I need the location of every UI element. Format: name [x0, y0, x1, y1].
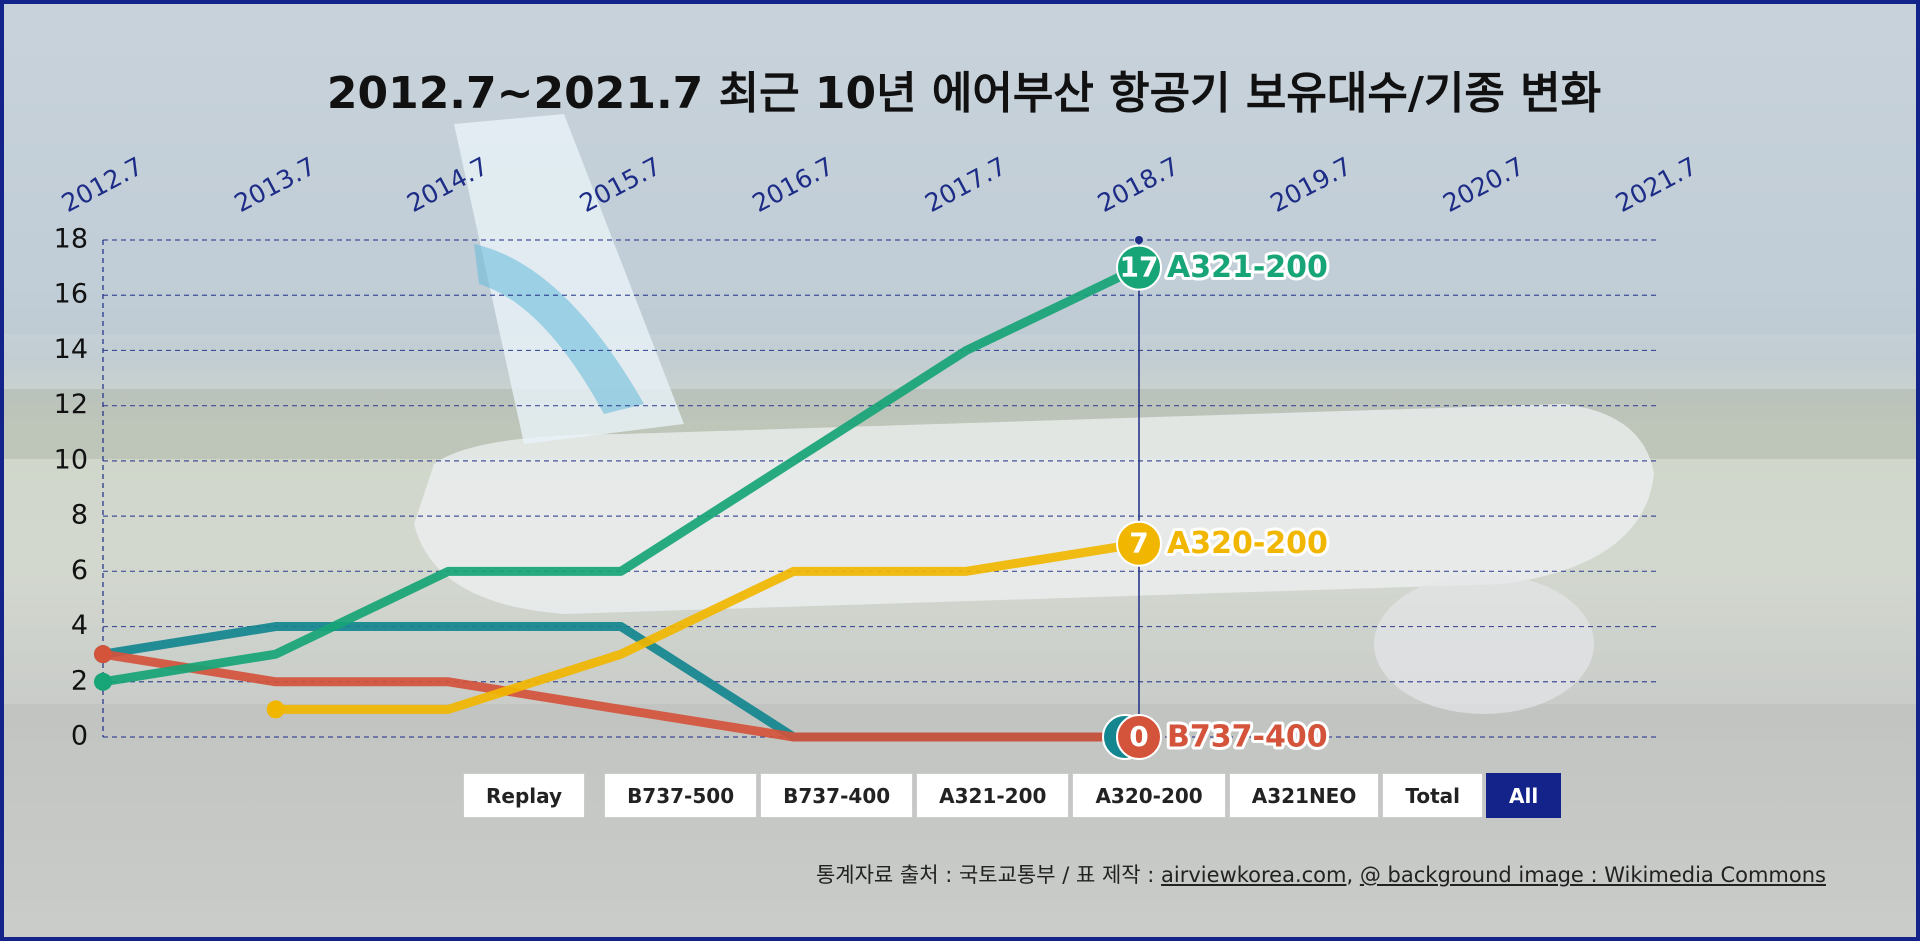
filter-button[interactable]: A321-200	[916, 773, 1070, 818]
y-tick-label: 2	[71, 665, 88, 696]
button-bar: Replay B737-500 B737-400 A321-200 A320-200 A3…	[463, 773, 1562, 818]
current-marker-dot	[1135, 236, 1143, 244]
x-tick-label: 2015.7	[575, 151, 666, 218]
x-tick-label: 2017.7	[920, 151, 1011, 218]
plane-body	[414, 404, 1654, 614]
y-tick-label: 0	[71, 721, 88, 752]
credit-link[interactable]: @ background image : Wikimedia Commons	[1359, 863, 1826, 887]
filter-button[interactable]: All	[1486, 773, 1562, 818]
end-name: B737-400	[1167, 720, 1328, 755]
engine	[1374, 574, 1594, 714]
end-name: A321-200	[1167, 250, 1328, 285]
y-tick-label: 4	[71, 610, 88, 641]
end-marker	[1116, 714, 1162, 760]
start-dot	[266, 700, 285, 719]
x-tick-label: 2020.7	[1438, 151, 1529, 218]
series-line	[98, 263, 1144, 687]
x-tick-label: 2019.7	[1266, 151, 1357, 218]
end-value: 0	[1129, 720, 1148, 753]
y-tick-label: 10	[54, 444, 88, 475]
end-name: A320-200	[1167, 526, 1328, 561]
x-tick-label: 2013.7	[230, 151, 321, 218]
y-tick-label: 14	[54, 334, 88, 365]
end-value: 17	[1120, 251, 1159, 284]
chart: 2012.7~2021.7 최근 10년 에어부산 항공기 보유대수/기종 변화…	[54, 68, 1702, 760]
y-tick-label: 16	[54, 279, 88, 310]
site-link[interactable]: airviewkorea.com	[1161, 863, 1347, 887]
series-line	[271, 539, 1144, 714]
footer: 통계자료 출처 : 국토교통부 / 표 제작 : airviewkorea.co…	[816, 859, 1826, 889]
separator: ,	[1346, 863, 1360, 887]
filter-button[interactable]: Replay	[463, 773, 586, 818]
chart-title: 2012.7~2021.7 최근 10년 에어부산 항공기 보유대수/기종 변화	[327, 68, 1601, 119]
start-dot	[94, 672, 112, 691]
x-tick-label: 2016.7	[748, 151, 839, 218]
x-tick-label: 2014.7	[402, 151, 493, 218]
x-tick-label: 2012.7	[57, 151, 148, 218]
filter-button[interactable]: A320-200	[1072, 773, 1226, 818]
source: 통계자료 출처 : 국토교통부 / 표 제작 :	[815, 863, 1162, 887]
filter-button[interactable]: A321NEO	[1228, 773, 1380, 818]
plane-tail	[454, 114, 684, 444]
sea	[4, 4, 1916, 334]
y-tick-label: 18	[54, 224, 88, 255]
end-value: 7	[1129, 527, 1148, 560]
y-tick-label: 6	[71, 555, 88, 586]
filter-button[interactable]: Total	[1382, 773, 1483, 818]
start-dot	[94, 645, 112, 664]
x-tick-label: 2018.7	[1093, 151, 1184, 218]
filter-button[interactable]: B737-500	[604, 773, 758, 818]
end-marker	[1116, 520, 1162, 567]
y-tick-label: 8	[71, 500, 88, 531]
y-tick-label: 12	[54, 389, 88, 420]
end-marker	[1116, 244, 1162, 291]
x-tick-label: 2021.7	[1611, 151, 1702, 218]
series-line	[98, 649, 1144, 742]
filter-button[interactable]: B737-400	[760, 773, 914, 818]
background	[4, 4, 1916, 937]
runway	[4, 704, 1916, 937]
tail-stripe	[474, 244, 644, 414]
